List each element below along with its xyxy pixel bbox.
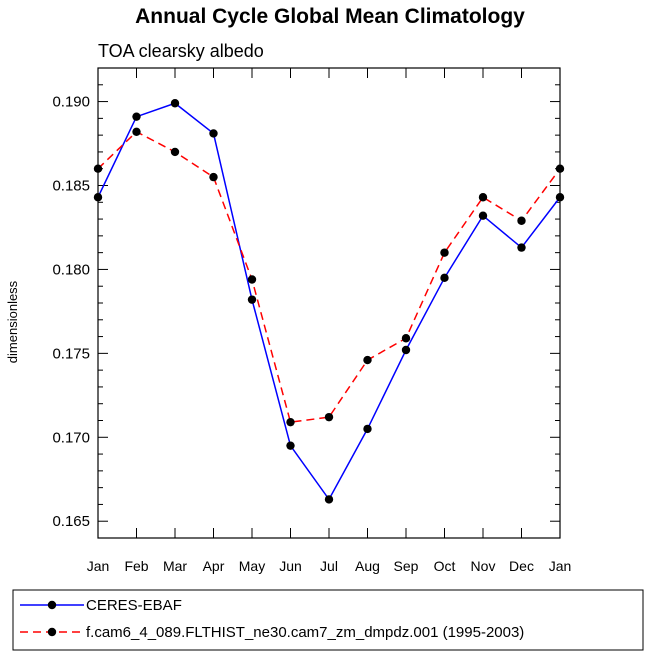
series-1-point <box>286 441 295 450</box>
series-1-point <box>440 273 449 283</box>
series-2-point <box>286 417 295 427</box>
series-2-point <box>517 216 526 225</box>
series-2-point <box>555 164 565 173</box>
x-tick-label: Sep <box>394 558 419 574</box>
series-1-point <box>401 345 411 355</box>
y-tick-label: 0.185 <box>52 178 90 195</box>
series-2-point <box>247 275 257 284</box>
series-2-point <box>209 172 218 182</box>
legend-label-2: f.cam6_4_089.FLTHIST_ne30.cam7_zm_dmpdz.… <box>86 624 524 641</box>
x-tick-label: Feb <box>124 558 148 574</box>
series-1-point <box>170 99 180 108</box>
series-1-point <box>517 243 526 252</box>
series-1-point <box>93 193 103 202</box>
legend: CERES-EBAF f.cam6_4_089.FLTHIST_ne30.cam7… <box>12 589 644 651</box>
series-1-point <box>363 424 372 434</box>
x-tick-label: Jun <box>279 558 302 574</box>
legend-box <box>12 589 644 651</box>
series-line-2 <box>97 130 561 424</box>
x-tick-label: May <box>239 558 265 574</box>
series-1-point <box>209 129 218 138</box>
series-line-1 <box>97 102 561 501</box>
series-2-point <box>132 127 141 136</box>
chart-subtitle: TOA clearsky albedo <box>98 41 264 61</box>
axis-ticks: 0.165 0.170 0.175 0.180 0.185 0.190 Jan Feb Mar A… <box>52 67 572 574</box>
series-1-point <box>247 295 257 304</box>
y-tick-label: 0.165 <box>52 513 90 530</box>
x-tick-label: Aug <box>355 558 380 574</box>
x-tick-label: Mar <box>163 558 187 574</box>
series-2-point <box>170 147 180 157</box>
y-tick-label: 0.175 <box>52 345 90 362</box>
series-1-point <box>478 211 488 220</box>
series-2-point <box>401 334 411 343</box>
chart-title: Annual Cycle Global Mean Climatology <box>135 5 525 28</box>
y-axis-label: dimensionless <box>5 280 20 363</box>
legend-label-1: CERES-EBAF <box>86 597 182 614</box>
x-tick-label: Nov <box>471 558 496 574</box>
series-2-point <box>440 248 449 257</box>
x-tick-label: Oct <box>434 558 456 574</box>
x-tick-label: Jan <box>549 558 572 574</box>
legend-marker-1 <box>47 600 57 610</box>
series-1-point <box>132 112 141 121</box>
series-2-point <box>363 355 372 365</box>
plot-frame <box>97 67 561 539</box>
x-tick-label: Dec <box>509 558 534 574</box>
legend-marker-2 <box>47 627 57 637</box>
x-tick-label: Jan <box>87 558 110 574</box>
series-1-point <box>324 495 334 504</box>
series-2-point <box>324 412 334 422</box>
x-tick-label: Jul <box>320 558 338 574</box>
y-tick-label: 0.170 <box>52 429 90 446</box>
y-tick-label: 0.180 <box>52 261 90 278</box>
series-2-point <box>478 193 488 202</box>
x-tick-label: Apr <box>203 558 225 574</box>
y-tick-label: 0.190 <box>52 94 90 111</box>
series-layer <box>93 99 565 504</box>
series-2-point <box>93 164 103 173</box>
series-1-point <box>555 193 565 202</box>
